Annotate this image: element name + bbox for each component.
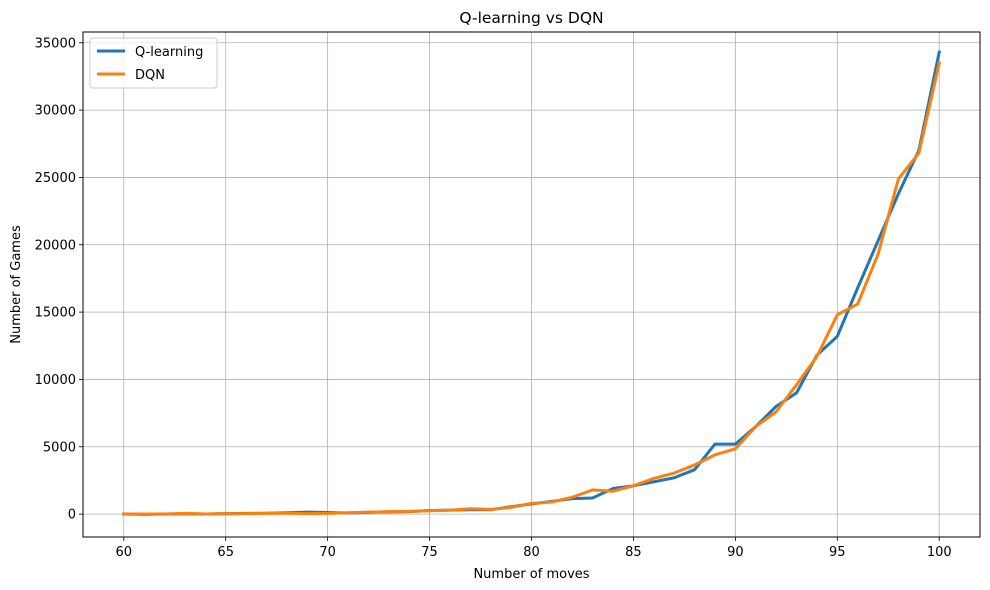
- x-tick-label: 80: [523, 545, 540, 560]
- legend-label-q-learning: Q-learning: [135, 45, 203, 60]
- x-tick-label: 90: [727, 545, 744, 560]
- y-tick-label: 25000: [35, 171, 76, 186]
- x-tick-label: 100: [927, 545, 952, 560]
- y-axis-ticks: 0 5000 10000 15000 20000 25000 30000 35000: [35, 36, 83, 523]
- x-tick-label: 75: [421, 545, 438, 560]
- y-tick-label: 5000: [43, 440, 76, 455]
- y-tick-label: 20000: [35, 238, 76, 253]
- y-tick-label: 10000: [35, 373, 76, 388]
- legend-label-dqn: DQN: [135, 68, 165, 83]
- x-tick-label: 65: [217, 545, 234, 560]
- x-tick-label: 95: [829, 545, 846, 560]
- x-axis-ticks: 60 65 70 75 80 85 90 95 100: [115, 537, 952, 560]
- x-tick-label: 85: [625, 545, 642, 560]
- y-tick-label: 0: [68, 508, 76, 523]
- series-line-dqn: [122, 61, 942, 516]
- y-axis-label: Number of Games: [9, 225, 24, 344]
- chart-title: Q-learning vs DQN: [459, 9, 603, 27]
- y-tick-label: 15000: [35, 306, 76, 321]
- x-tick-label: 70: [319, 545, 336, 560]
- grid-lines: [83, 32, 980, 537]
- series-lines: [122, 50, 942, 516]
- legend: Q-learning DQN: [89, 37, 218, 89]
- x-tick-label: 60: [115, 545, 132, 560]
- y-tick-label: 35000: [35, 36, 76, 51]
- x-axis-label: Number of moves: [473, 567, 589, 582]
- y-tick-label: 30000: [35, 104, 76, 119]
